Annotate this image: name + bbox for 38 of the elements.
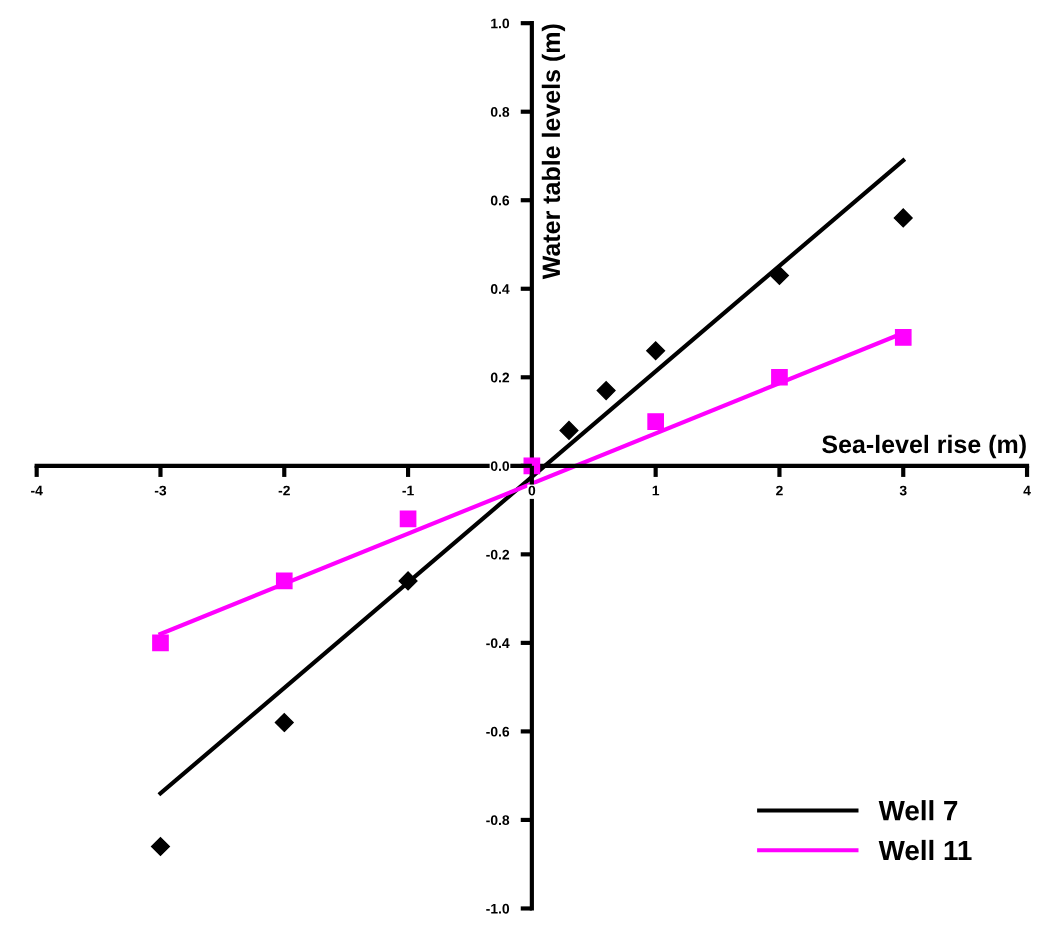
- point: [769, 265, 789, 286]
- point: [559, 420, 579, 440]
- y-tick-label: 1.0: [491, 18, 510, 29]
- point: [150, 836, 171, 857]
- point: [274, 713, 294, 733]
- y-tick-label: -0.8: [486, 815, 510, 826]
- point: [647, 413, 664, 430]
- y-tick-label: -0.6: [486, 726, 510, 737]
- point: [596, 381, 616, 401]
- point: [894, 329, 912, 346]
- y-tick-label: 0.6: [490, 195, 510, 206]
- legend-label: Well 11: [878, 839, 972, 861]
- y-tick-label: 0.0: [490, 461, 510, 471]
- x-tick-label: 1: [652, 485, 660, 496]
- y-tick-label: 0.2: [490, 372, 510, 383]
- x-tick-label: 4: [1023, 485, 1031, 496]
- y-axis-title: Water table levels (m): [541, 24, 566, 280]
- point: [275, 572, 293, 590]
- x-tick-label: -4: [31, 485, 43, 496]
- legend-label: Well 7: [878, 800, 958, 821]
- point: [893, 208, 913, 228]
- x-tick-label: -3: [154, 485, 167, 496]
- x-tick-label: -2: [278, 485, 290, 496]
- y-tick-label: 0.8: [490, 107, 510, 117]
- x-tick-label: -1: [402, 485, 414, 496]
- point: [646, 341, 666, 361]
- y-tick-label: 0.4: [490, 284, 510, 294]
- x-tick-label: 3: [899, 485, 907, 496]
- x-tick-label: 0: [528, 485, 536, 496]
- y-tick-label: -0.2: [486, 549, 510, 560]
- point: [771, 368, 788, 386]
- x-tick-label: 2: [776, 485, 783, 496]
- point: [152, 634, 169, 652]
- y-tick-label: -1.0: [486, 903, 510, 914]
- point: [398, 571, 418, 591]
- point: [399, 510, 417, 528]
- y-tick-label: -0.4: [486, 638, 510, 649]
- x-axis-title: Sea-level rise (m): [822, 434, 1026, 459]
